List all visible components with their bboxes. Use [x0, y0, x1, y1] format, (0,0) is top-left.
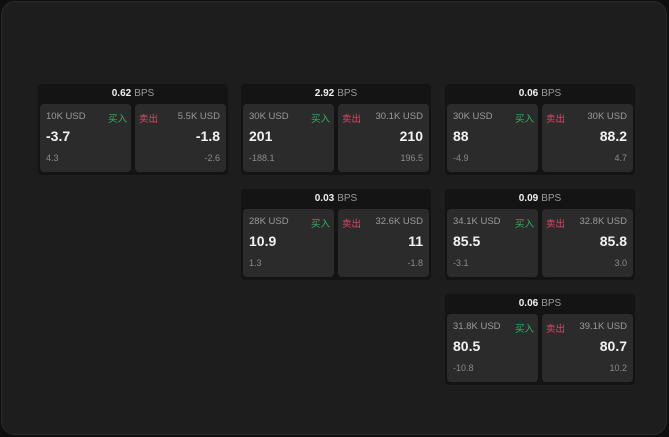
sell-label: 卖出	[546, 219, 566, 230]
buy-size: 30K USD	[249, 111, 289, 122]
quote-card: 0.06 BPS 30K USD 买入 88 -4.9 30K USD 卖出 88…	[445, 84, 635, 175]
quote-card: 0.06 BPS 31.8K USD 买入 80.5 -10.8 39.1K US…	[445, 294, 635, 385]
buy-change: -4.9	[453, 153, 469, 163]
buy-price: 201	[249, 128, 273, 144]
spread-value: 2.92	[314, 88, 335, 99]
spread-header: 0.62 BPS	[38, 84, 228, 104]
buy-change: -3.1	[453, 258, 469, 268]
buy-price: 85.5	[453, 233, 481, 249]
spread-unit: BPS	[337, 88, 358, 99]
sell-size: 39.1K USD	[579, 321, 627, 332]
buy-price: 80.5	[453, 338, 481, 354]
spread-value: 0.06	[518, 298, 539, 309]
sell-label: 卖出	[139, 114, 159, 125]
spread-unit: BPS	[337, 193, 358, 204]
buy-change: 1.3	[249, 258, 262, 268]
spread-value: 0.09	[518, 193, 539, 204]
spread-header: 0.03 BPS	[241, 189, 431, 209]
spread-value: 0.06	[518, 88, 539, 99]
tile-row: 28K USD 买入 10.9 1.3 32.6K USD 卖出 11 -1.8	[241, 209, 431, 277]
spread-unit: BPS	[541, 88, 562, 99]
sell-label: 卖出	[546, 114, 566, 125]
buy-tile[interactable]: 28K USD 买入 10.9 1.3	[243, 209, 334, 277]
tile-row: 30K USD 买入 201 -188.1 30.1K USD 卖出 210 1…	[241, 104, 431, 172]
spread-header: 2.92 BPS	[241, 84, 431, 104]
sell-size: 5.5K USD	[177, 111, 220, 122]
buy-tile[interactable]: 30K USD 买入 201 -188.1	[243, 104, 334, 172]
sell-price: 85.8	[599, 233, 627, 249]
sell-size: 30K USD	[587, 111, 627, 122]
tile-row: 30K USD 买入 88 -4.9 30K USD 卖出 88.2 4.7	[445, 104, 635, 172]
sell-label: 卖出	[342, 114, 362, 125]
spread-header: 0.06 BPS	[445, 294, 635, 314]
sell-price: 11	[408, 233, 423, 249]
quote-card: 0.62 BPS 10K USD 买入 -3.7 4.3 5.5K USD 卖出 …	[38, 84, 228, 175]
buy-label: 买入	[514, 114, 534, 125]
tile-row: 10K USD 买入 -3.7 4.3 5.5K USD 卖出 -1.8 -2.…	[38, 104, 228, 172]
sell-change: -2.6	[204, 153, 220, 163]
sell-size: 32.6K USD	[375, 216, 423, 227]
buy-size: 34.1K USD	[453, 216, 501, 227]
buy-price: 10.9	[249, 233, 277, 249]
sell-change: 3.0	[614, 258, 627, 268]
sell-size: 32.8K USD	[579, 216, 627, 227]
buy-tile[interactable]: 30K USD 买入 88 -4.9	[447, 104, 538, 172]
buy-change: 4.3	[46, 153, 59, 163]
sell-tile[interactable]: 5.5K USD 卖出 -1.8 -2.6	[135, 104, 226, 172]
sell-price: 80.7	[599, 338, 627, 354]
buy-label: 买入	[107, 114, 127, 125]
buy-size: 30K USD	[453, 111, 493, 122]
sell-tile[interactable]: 39.1K USD 卖出 80.7 10.2	[542, 314, 633, 382]
sell-tile[interactable]: 30.1K USD 卖出 210 196.5	[338, 104, 429, 172]
spread-unit: BPS	[134, 88, 155, 99]
sell-change: 4.7	[614, 153, 627, 163]
sell-tile[interactable]: 32.8K USD 卖出 85.8 3.0	[542, 209, 633, 277]
spread-value: 0.03	[314, 193, 335, 204]
buy-change: -188.1	[249, 153, 275, 163]
buy-tile[interactable]: 10K USD 买入 -3.7 4.3	[40, 104, 131, 172]
buy-label: 买入	[514, 219, 534, 230]
quote-card: 2.92 BPS 30K USD 买入 201 -188.1 30.1K USD …	[241, 84, 431, 175]
tile-row: 31.8K USD 买入 80.5 -10.8 39.1K USD 卖出 80.…	[445, 314, 635, 382]
buy-tile[interactable]: 31.8K USD 买入 80.5 -10.8	[447, 314, 538, 382]
buy-label: 买入	[310, 114, 330, 125]
buy-change: -10.8	[453, 363, 474, 373]
buy-size: 28K USD	[249, 216, 289, 227]
sell-price: -1.8	[195, 128, 220, 144]
spread-value: 0.62	[111, 88, 132, 99]
spread-unit: BPS	[541, 193, 562, 204]
buy-size: 10K USD	[46, 111, 86, 122]
sell-label: 卖出	[546, 324, 566, 335]
tile-row: 34.1K USD 买入 85.5 -3.1 32.8K USD 卖出 85.8…	[445, 209, 635, 277]
sell-price: 210	[399, 128, 423, 144]
spread-unit: BPS	[541, 298, 562, 309]
buy-tile[interactable]: 34.1K USD 买入 85.5 -3.1	[447, 209, 538, 277]
spread-header: 0.06 BPS	[445, 84, 635, 104]
buy-price: 88	[453, 128, 469, 144]
buy-price: -3.7	[46, 128, 71, 144]
quote-card: 0.09 BPS 34.1K USD 买入 85.5 -3.1 32.8K USD…	[445, 189, 635, 280]
sell-change: 10.2	[609, 363, 627, 373]
quote-card: 0.03 BPS 28K USD 买入 10.9 1.3 32.6K USD 卖出…	[241, 189, 431, 280]
sell-label: 卖出	[342, 219, 362, 230]
spread-header: 0.09 BPS	[445, 189, 635, 209]
sell-size: 30.1K USD	[375, 111, 423, 122]
sell-price: 88.2	[599, 128, 627, 144]
buy-size: 31.8K USD	[453, 321, 501, 332]
sell-tile[interactable]: 32.6K USD 卖出 11 -1.8	[338, 209, 429, 277]
sell-change: 196.5	[400, 153, 423, 163]
buy-label: 买入	[310, 219, 330, 230]
sell-change: -1.8	[407, 258, 423, 268]
buy-label: 买入	[514, 324, 534, 335]
sell-tile[interactable]: 30K USD 卖出 88.2 4.7	[542, 104, 633, 172]
